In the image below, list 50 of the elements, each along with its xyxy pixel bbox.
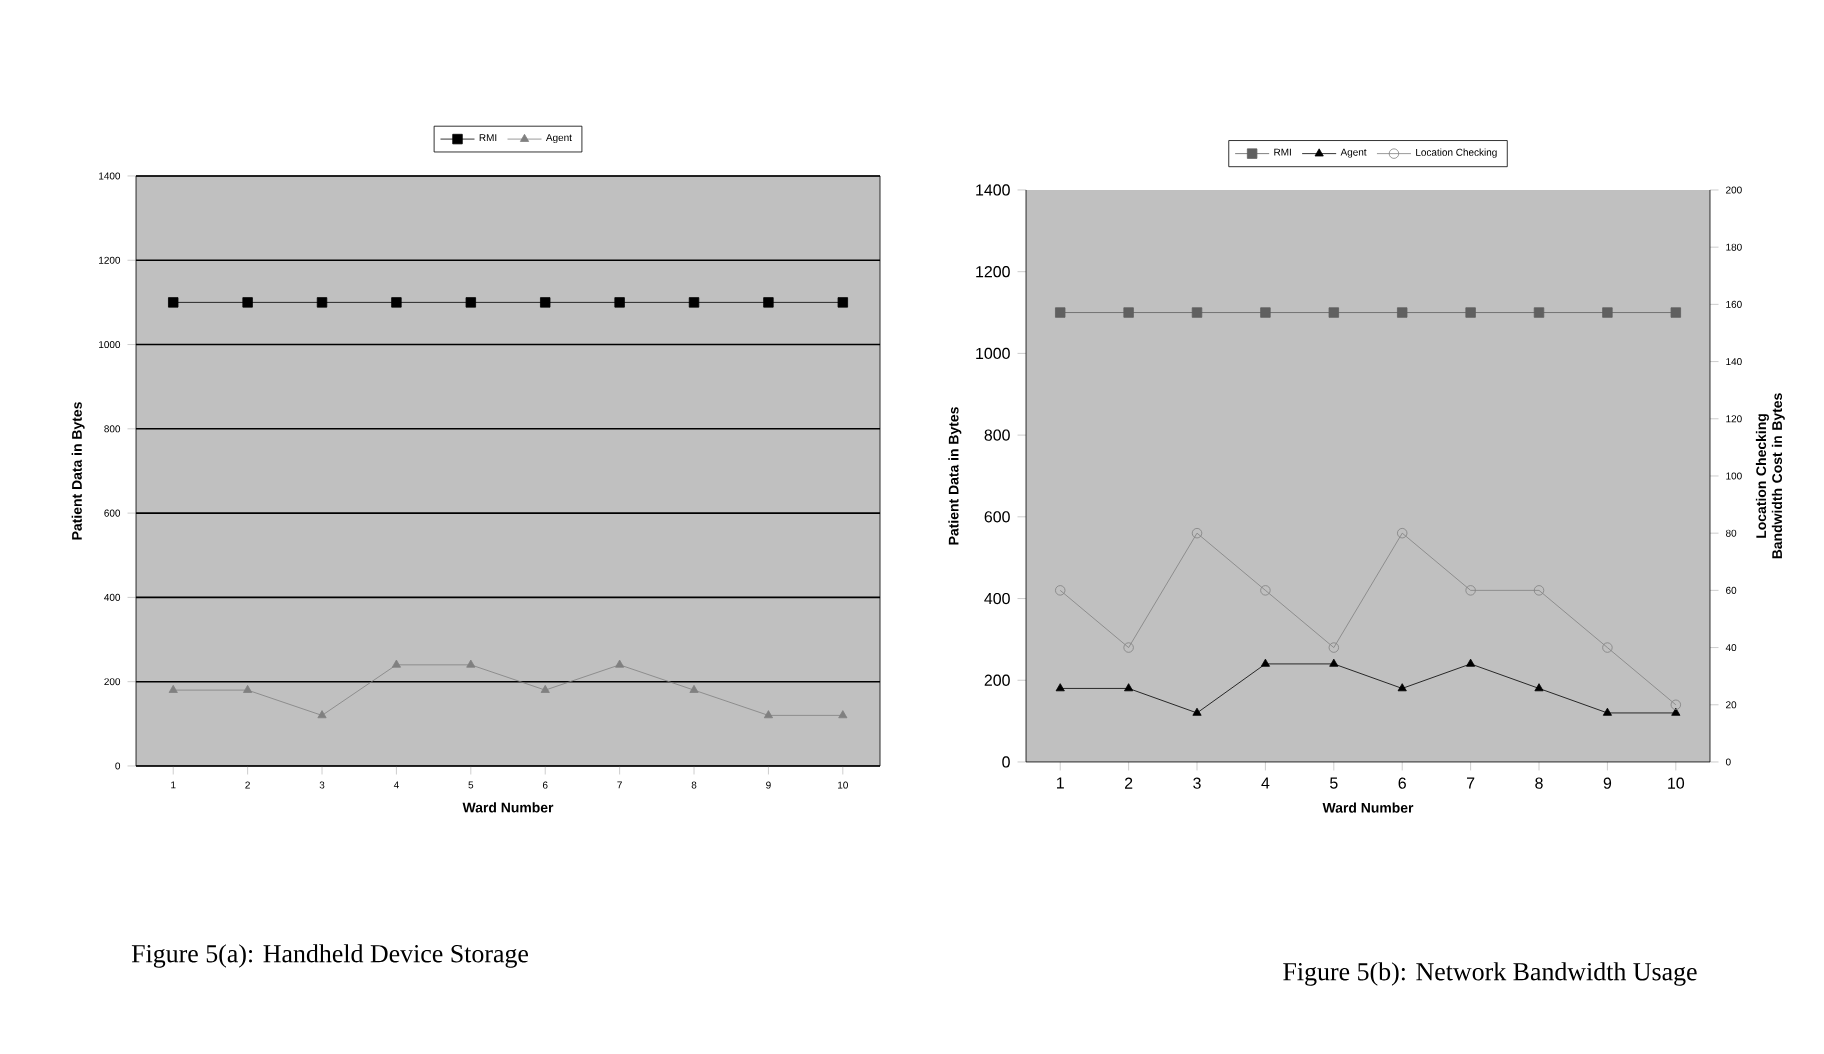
point	[1260, 307, 1271, 318]
point	[1534, 683, 1544, 692]
point	[540, 297, 551, 308]
point	[1328, 642, 1339, 653]
point	[1466, 658, 1476, 667]
point	[763, 297, 774, 308]
point	[1533, 307, 1545, 318]
point	[1397, 683, 1407, 692]
point	[168, 297, 179, 308]
point	[689, 684, 699, 693]
caption: Figure 5(b): Network Bandwidth Usage	[1283, 962, 1697, 986]
point	[1670, 307, 1681, 318]
point	[1055, 307, 1066, 318]
point	[465, 297, 476, 308]
point	[391, 659, 401, 668]
point	[466, 659, 476, 668]
point	[1602, 642, 1613, 653]
point	[614, 297, 625, 308]
point	[1602, 307, 1613, 318]
point	[763, 710, 773, 719]
point	[688, 297, 700, 308]
point	[1533, 585, 1545, 596]
point	[1328, 307, 1339, 318]
point	[316, 297, 328, 308]
point	[168, 684, 178, 693]
point	[1397, 307, 1408, 318]
point	[1124, 683, 1134, 692]
point	[1192, 707, 1202, 716]
point	[1055, 683, 1065, 692]
point	[1465, 585, 1476, 596]
point	[838, 710, 848, 719]
point	[1671, 707, 1681, 716]
point	[1329, 658, 1339, 667]
point	[391, 297, 402, 308]
point	[1123, 642, 1134, 653]
point	[1191, 307, 1203, 318]
point	[1465, 307, 1476, 318]
point	[1260, 585, 1271, 596]
point	[615, 659, 625, 668]
caption: Figure 5(a): Handheld Device Storage	[131, 944, 529, 968]
point	[1191, 527, 1203, 539]
point	[243, 684, 253, 693]
point	[1123, 307, 1134, 318]
point	[837, 297, 848, 308]
point	[1602, 707, 1612, 716]
point	[242, 297, 253, 308]
point	[1260, 658, 1270, 667]
point	[540, 684, 550, 693]
point	[1397, 527, 1408, 539]
point	[317, 710, 327, 719]
